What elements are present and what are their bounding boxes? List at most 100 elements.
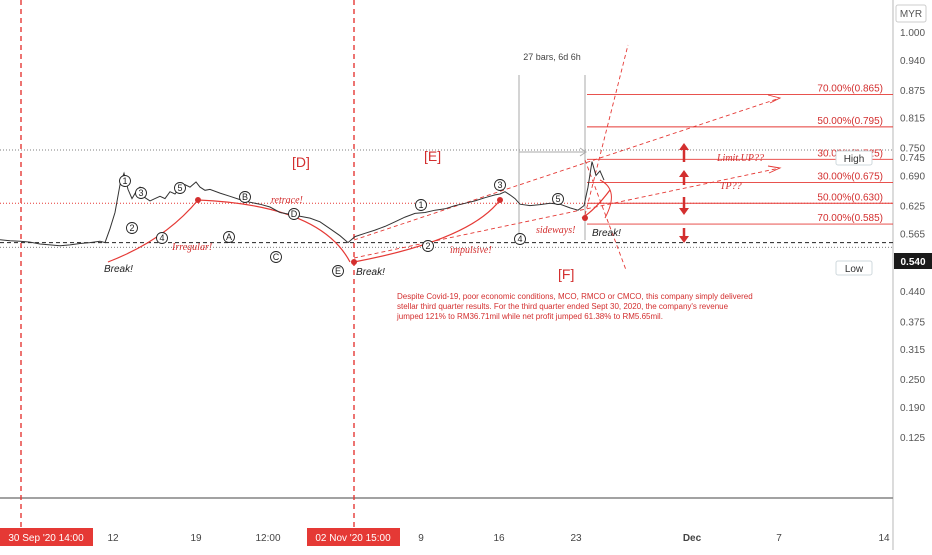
impulsive-label: impulsive! xyxy=(450,245,492,256)
y-tick-label: 0.190 xyxy=(900,403,925,414)
break-label-1: Break! xyxy=(104,264,133,275)
wave-marker-circle xyxy=(552,193,564,205)
x-tag-mid-label: 02 Nov '20 15:00 xyxy=(315,533,391,544)
last-price-value: 0.540 xyxy=(900,257,925,268)
note-line-1: Despite Covid-19, poor economic conditio… xyxy=(397,292,753,301)
wave-marker-circle xyxy=(415,199,427,211)
irregular-label: Irregular! xyxy=(171,242,212,253)
wave-marker-label: 2 xyxy=(129,223,134,233)
channel-upper-arrowhead xyxy=(767,94,782,104)
wave-markers: 1 2 3 4 5 A B C D E 1 2 3 4 5 xyxy=(119,175,564,277)
y-tick-label: 0.625 xyxy=(900,202,925,213)
fib-level-label: 70.00%(0.585) xyxy=(817,213,883,224)
wave-marker-label: A xyxy=(226,232,232,242)
x-tick-label: 16 xyxy=(493,533,505,544)
limit-up-label: Limit.UP?? xyxy=(716,153,764,164)
wave-marker-circle xyxy=(239,191,251,203)
note-line-2: stellar third quarter results. For the t… xyxy=(397,302,729,311)
y-tick-label: 0.250 xyxy=(900,375,925,386)
wave-marker-label: 3 xyxy=(497,180,502,190)
low-badge-label: Low xyxy=(845,264,864,275)
y-tick-label: 1.000 xyxy=(900,28,925,39)
currency-label: MYR xyxy=(900,9,922,20)
price-series xyxy=(0,161,605,247)
note-line-3: jumped 121% to RM36.71mil while net prof… xyxy=(396,312,663,321)
high-badge xyxy=(835,150,873,166)
break-label-3: Break! xyxy=(592,228,621,239)
fib-level-label: 30.00%(0.675) xyxy=(817,171,883,182)
sideways-label: sideways! xyxy=(536,225,575,236)
x-tick-label: Dec xyxy=(683,533,702,544)
wave-marker-label: 5 xyxy=(555,194,560,204)
wave-marker-label: 1 xyxy=(122,176,127,186)
wave-marker-circle xyxy=(119,175,131,187)
high-value-label: 0.745 xyxy=(900,153,925,164)
high-badge-label: High xyxy=(844,154,865,165)
wave-marker-label: 3 xyxy=(138,188,143,198)
wave-marker-label: 4 xyxy=(517,234,522,244)
x-tick-label: 12:00 xyxy=(255,533,280,544)
y-tick-label: 0.315 xyxy=(900,345,925,356)
wave-marker-label: 1 xyxy=(418,200,423,210)
wave-marker-label: C xyxy=(273,252,280,262)
x-tag-start-label: 30 Sep '20 14:00 xyxy=(8,533,84,544)
tp-label: TP?? xyxy=(720,181,742,192)
x-tick-label: 12 xyxy=(107,533,119,544)
break-label-2: Break! xyxy=(356,267,385,278)
wave-marker-label: E xyxy=(335,266,341,276)
y-axis: 1.000 0.940 0.875 0.815 0.750 0.690 0.625 0.565… xyxy=(900,28,925,444)
pivot-point-4 xyxy=(582,215,588,221)
range-arrowhead xyxy=(579,147,587,157)
x-tick-label: 19 xyxy=(190,533,202,544)
currency-badge[interactable] xyxy=(895,4,927,23)
wave-arc-5 xyxy=(599,179,612,219)
wave-label-f: [F] xyxy=(558,266,574,282)
y-tick-label: 0.875 xyxy=(900,86,925,97)
low-badge xyxy=(835,260,873,276)
wave-marker-label: D xyxy=(291,209,298,219)
fib-level-label: 70.00%(0.865) xyxy=(817,83,883,94)
wave-arc-3 xyxy=(353,199,501,263)
steep-up-line xyxy=(584,44,629,216)
x-tag-start xyxy=(0,528,93,546)
wave-marker-label: 2 xyxy=(425,241,430,251)
fib-level-label: 50.00%(0.795) xyxy=(817,116,883,127)
wave-marker-label: B xyxy=(242,192,248,202)
wave-marker-circle xyxy=(174,182,186,194)
wave-marker-circle xyxy=(126,222,138,234)
x-axis: 12 19 12:00 9 16 23 Dec 7 14 xyxy=(107,533,890,544)
last-price-tag xyxy=(894,253,932,269)
x-tick-label: 9 xyxy=(418,533,424,544)
fib-level-label: 50.00%(0.630) xyxy=(817,192,883,203)
wave-marker-circle xyxy=(422,240,434,252)
x-tick-label: 23 xyxy=(570,533,582,544)
bars-range-label: 27 bars, 6d 6h xyxy=(523,52,581,62)
wave-marker-circle xyxy=(332,265,344,277)
wave-marker-circle xyxy=(156,232,168,244)
y-tick-label: 0.375 xyxy=(900,317,925,328)
y-tick-label: 0.750 xyxy=(900,144,925,155)
wave-marker-circle xyxy=(135,187,147,199)
wave-marker-label: 4 xyxy=(159,233,164,243)
x-tick-label: 14 xyxy=(878,533,890,544)
wave-marker-circle xyxy=(494,179,506,191)
y-tick-label: 0.125 xyxy=(900,433,925,444)
x-tag-mid xyxy=(307,528,400,546)
pivot-point-1 xyxy=(195,197,201,203)
y-tick-label: 0.440 xyxy=(900,287,925,298)
wave-marker-circle xyxy=(514,233,526,245)
pivot-point-2 xyxy=(351,259,357,265)
arrow-group xyxy=(679,143,689,243)
y-tick-label: 0.690 xyxy=(900,171,925,182)
y-tick-label: 0.940 xyxy=(900,56,925,67)
y-tick-label: 0.565 xyxy=(900,229,925,240)
wave-marker-circle xyxy=(270,251,282,263)
wave-label-d: [D] xyxy=(292,154,310,170)
x-tick-label: 7 xyxy=(776,533,782,544)
pivot-point-3 xyxy=(497,197,503,203)
wave-marker-label: 5 xyxy=(177,183,182,193)
steep-down-line xyxy=(584,159,627,271)
wave-marker-circle xyxy=(223,231,235,243)
